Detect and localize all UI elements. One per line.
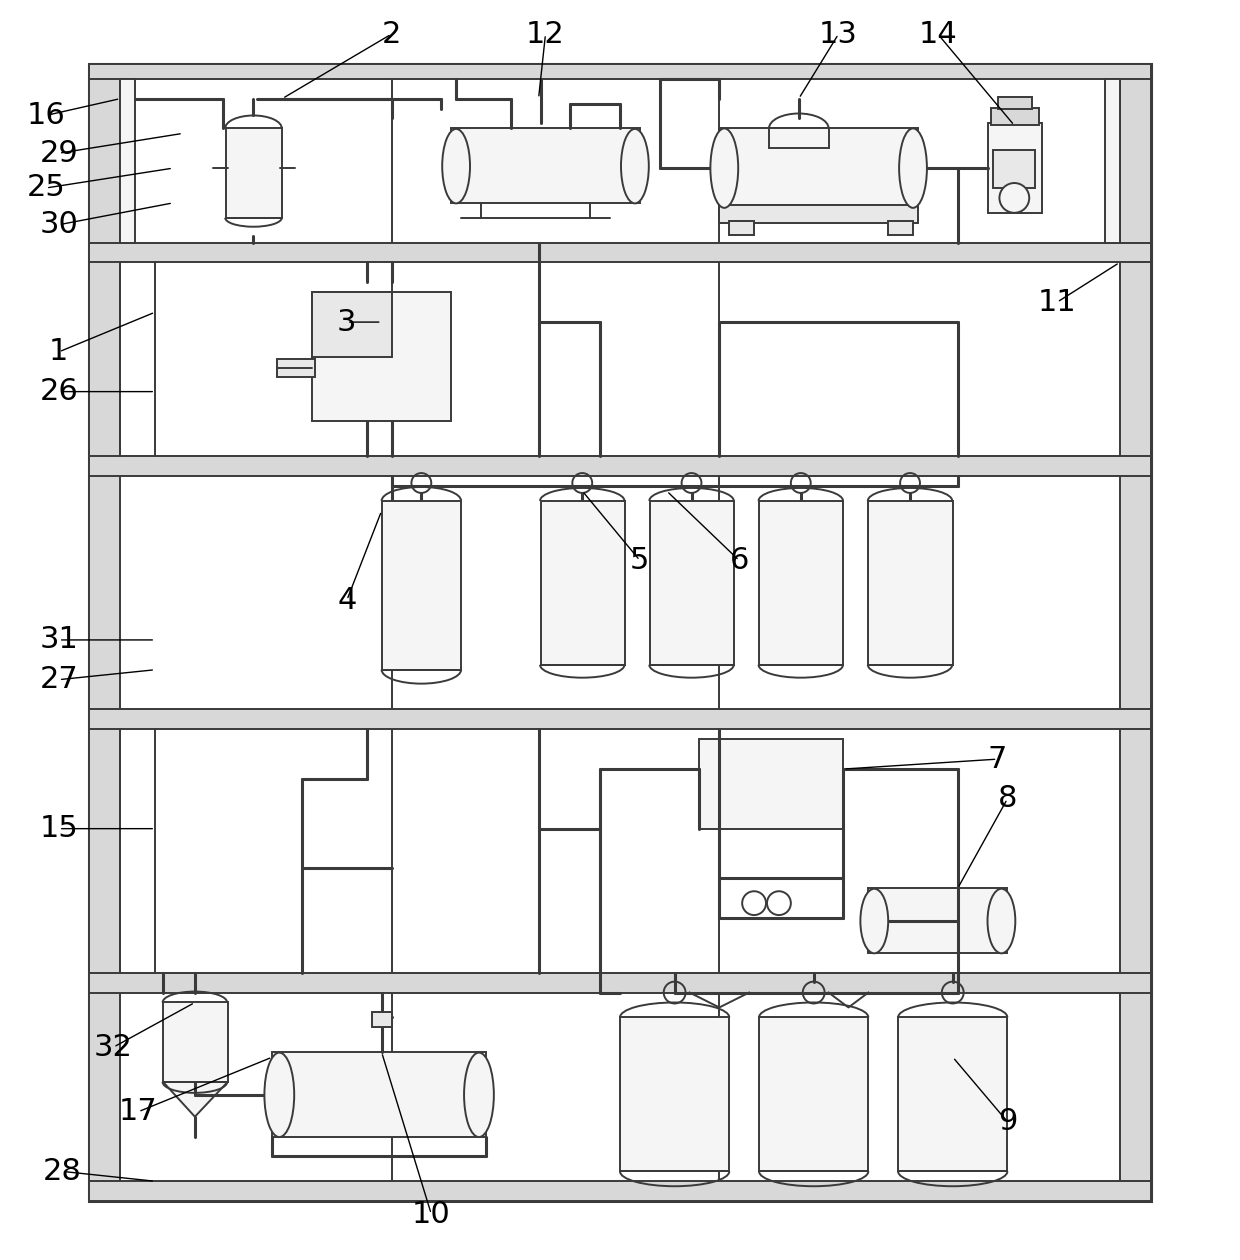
Bar [88,243,1152,262]
Bar [88,709,1152,730]
Bar [120,78,135,243]
Ellipse shape [443,129,470,203]
Text: 12: 12 [526,20,565,49]
Bar [451,129,640,203]
Bar [620,1017,729,1172]
Bar [88,456,1152,476]
Bar [699,740,843,829]
Bar [372,1013,392,1027]
Bar [226,129,283,218]
Text: 8: 8 [998,785,1017,814]
Bar [164,1003,228,1082]
Text: 1: 1 [50,338,68,367]
Text: 16: 16 [26,101,66,130]
Bar [88,64,1152,78]
Text: 10: 10 [412,1200,450,1228]
Bar [382,501,461,670]
Text: 28: 28 [42,1157,81,1186]
Text: 31: 31 [40,625,78,654]
Bar [759,501,843,665]
Ellipse shape [264,1052,294,1137]
Bar [88,64,1152,1201]
Circle shape [999,183,1029,213]
Ellipse shape [861,888,888,954]
Bar [888,220,913,234]
Ellipse shape [711,129,738,208]
Text: 25: 25 [26,174,66,203]
Bar [993,150,1035,188]
Text: 32: 32 [94,1033,133,1062]
Bar [312,292,451,421]
Bar [898,1017,1007,1172]
Text: 9: 9 [998,1108,1017,1137]
Text: 14: 14 [919,20,957,49]
Text: 5: 5 [630,546,650,575]
Bar [88,64,120,1201]
Bar [987,123,1042,213]
Bar [868,888,1007,953]
Text: 7: 7 [988,745,1007,774]
Text: 27: 27 [40,665,78,694]
Text: 3: 3 [337,307,357,336]
Text: 2: 2 [382,20,402,49]
Ellipse shape [464,1052,494,1137]
Text: 15: 15 [40,814,78,843]
Bar [312,292,392,357]
Bar [998,97,1032,108]
Bar [719,205,918,223]
Ellipse shape [621,129,649,203]
Bar [759,1017,868,1172]
Ellipse shape [899,129,928,208]
Text: 17: 17 [119,1097,157,1126]
Ellipse shape [987,888,1016,954]
Bar [992,107,1039,126]
Bar [729,220,754,234]
Bar [273,1052,486,1137]
Bar [769,129,828,149]
Bar [719,129,918,208]
Bar [868,501,952,665]
Bar [1105,78,1120,243]
Bar [1120,64,1152,1201]
Bar [88,1182,1152,1201]
Text: 26: 26 [40,377,78,406]
Bar [650,501,734,665]
Polygon shape [164,1082,228,1116]
Text: 29: 29 [40,139,78,168]
Text: 6: 6 [729,546,749,575]
Text: 13: 13 [820,20,858,49]
Bar [541,501,625,665]
Bar [278,359,315,377]
Text: 30: 30 [40,210,78,239]
Bar [88,973,1152,993]
Text: 11: 11 [1038,287,1076,316]
Text: 4: 4 [337,586,357,615]
